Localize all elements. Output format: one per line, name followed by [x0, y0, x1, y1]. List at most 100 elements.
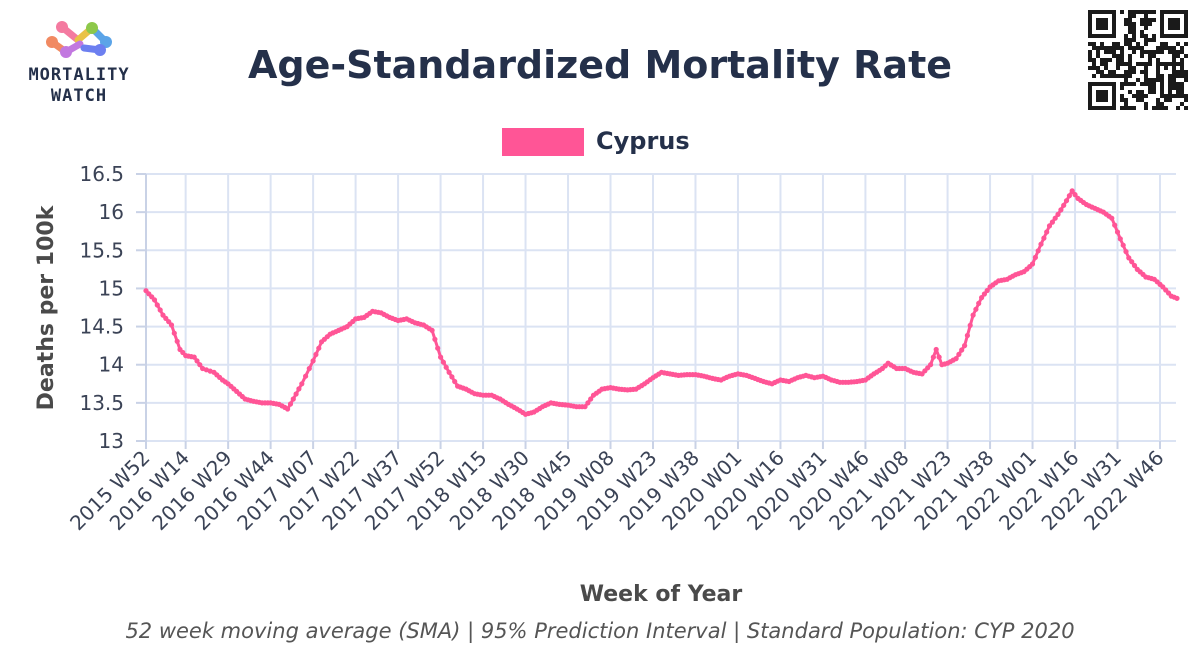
qr-module — [1092, 58, 1096, 62]
qr-module — [1108, 58, 1112, 62]
data-point — [1063, 198, 1070, 204]
qr-module — [1184, 54, 1188, 58]
qr-module — [1140, 22, 1144, 26]
qr-module — [1112, 70, 1116, 74]
data-point — [1131, 262, 1138, 269]
qr-module — [1180, 62, 1184, 66]
qr-module — [1148, 90, 1152, 94]
data-point — [299, 381, 305, 387]
qr-module — [1148, 50, 1152, 54]
qr-module — [1140, 98, 1144, 102]
qr-module — [1132, 50, 1136, 54]
qr-finder-core — [1096, 90, 1108, 102]
data-point — [438, 354, 444, 360]
data-point — [930, 354, 937, 360]
legend-swatch-cyprus — [502, 128, 584, 156]
qr-module — [1176, 50, 1180, 54]
qr-module — [1112, 74, 1116, 78]
data-point — [154, 302, 160, 308]
series-cyprus — [143, 188, 1180, 417]
qr-module — [1092, 46, 1096, 50]
qr-module — [1144, 34, 1148, 38]
qr-module — [1176, 54, 1180, 58]
qr-module — [1124, 22, 1128, 26]
qr-module — [1184, 78, 1188, 82]
qr-module — [1176, 82, 1180, 86]
data-point — [1058, 207, 1064, 213]
qr-module — [1124, 42, 1128, 46]
data-point — [956, 351, 962, 357]
qr-module — [1132, 106, 1136, 110]
qr-module — [1168, 50, 1172, 54]
qr-module — [1132, 66, 1136, 70]
qr-module — [1148, 78, 1152, 82]
qr-module — [1128, 62, 1132, 66]
data-point — [1049, 219, 1055, 225]
qr-module — [1132, 46, 1136, 50]
data-point — [1072, 192, 1078, 198]
qr-module — [1164, 98, 1168, 102]
qr-module — [1156, 62, 1160, 66]
qr-module — [1120, 10, 1124, 14]
qr-module — [1104, 66, 1108, 70]
data-point — [443, 364, 449, 370]
x-gridlines — [145, 174, 1161, 441]
data-point — [933, 346, 939, 353]
data-point — [1038, 241, 1044, 247]
data-point — [1112, 222, 1118, 228]
data-point — [1174, 295, 1180, 301]
qr-module — [1140, 18, 1144, 22]
data-point — [1117, 236, 1123, 242]
qr-module — [1120, 86, 1124, 90]
qr-module — [1164, 106, 1168, 110]
qr-module — [1140, 90, 1144, 94]
qr-module — [1156, 78, 1160, 82]
qr-module — [1132, 14, 1136, 18]
qr-module — [1124, 34, 1128, 38]
data-point — [1120, 242, 1126, 248]
qr-module — [1092, 74, 1096, 78]
qr-module — [1124, 74, 1128, 78]
qr-module — [1164, 94, 1168, 98]
qr-module — [1144, 22, 1148, 26]
qr-module — [1088, 42, 1092, 46]
y-axis-ticks: 13 13.5 14 14.5 15 15.5 16 16.5 — [79, 162, 146, 453]
qr-module — [1096, 54, 1100, 58]
data-point — [1046, 223, 1053, 229]
qr-module — [1180, 70, 1184, 74]
qr-module — [1164, 66, 1168, 70]
qr-module — [1132, 38, 1136, 42]
qr-module — [1164, 42, 1168, 46]
qr-module — [1136, 90, 1140, 94]
data-point — [1109, 215, 1115, 221]
data-point — [313, 351, 319, 358]
qr-module — [1172, 70, 1176, 74]
qr-module — [1184, 94, 1188, 98]
data-point — [293, 391, 299, 397]
data-point — [585, 400, 591, 406]
qr-code-icon — [1088, 10, 1188, 110]
qr-module — [1156, 98, 1160, 102]
qr-module — [1156, 74, 1160, 78]
qr-module — [1132, 70, 1136, 74]
qr-module — [1152, 54, 1156, 58]
qr-module — [1104, 46, 1108, 50]
qr-module — [1152, 90, 1156, 94]
data-point — [1029, 261, 1036, 267]
qr-module — [1180, 102, 1184, 106]
qr-module — [1168, 90, 1172, 94]
qr-module — [1176, 86, 1180, 90]
qr-module — [1176, 62, 1180, 66]
qr-module — [1152, 10, 1156, 14]
qr-module — [1168, 78, 1172, 82]
qr-module — [1184, 106, 1188, 110]
qr-module — [1128, 58, 1132, 62]
data-point — [290, 396, 296, 402]
qr-module — [1172, 86, 1176, 90]
data-point — [194, 358, 200, 364]
qr-module — [1144, 74, 1148, 78]
qr-module — [1100, 58, 1104, 62]
data-point — [171, 330, 177, 336]
qr-module — [1144, 82, 1148, 86]
qr-module — [1148, 10, 1152, 14]
